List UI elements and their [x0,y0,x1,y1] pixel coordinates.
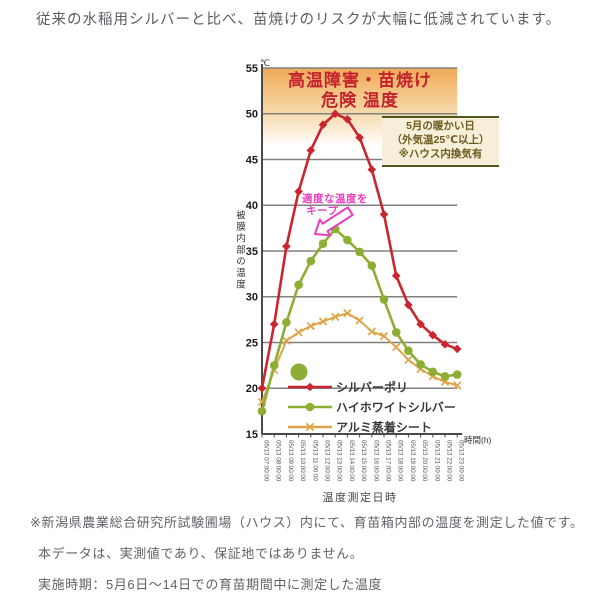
x-tick-label: 05/13 12:00:00 [324,440,331,482]
marker-circle [294,280,303,290]
x-tick-label: 05/13 09:00:00 [287,440,294,482]
marker-x [294,328,303,337]
green-dot [290,363,308,381]
x-tick-label: 05/13 21:00:00 [433,440,440,482]
x-axis-unit-label: 時間(h) [464,435,492,445]
x-tick-label: 05/13 11:00:00 [311,440,318,481]
marker-diamond [257,383,267,393]
y-tick-label: 50 [246,109,258,121]
x-tick-label: 05/13 19:00:00 [409,440,416,482]
y-tick-label: 20 [246,383,258,395]
marker-diamond [282,242,291,251]
x-tick-label: 05/13 13:00:00 [336,440,343,482]
marker-diamond [367,165,377,174]
marker-x [282,336,291,345]
condition-note-line1: 5月の暖かい日 [406,120,475,132]
footnote-line-1: ※新潟県農業総合研究所試験圃場（ハウス）内にて、育苗箱内部の温度を測定した値です… [30,515,584,530]
marker-circle [305,402,315,412]
footnote-line-3: 実施時期：5月6日～14日での育苗期間中に測定した温度 [38,577,383,592]
x-tick-label: 05/13 20:00:00 [421,440,428,482]
danger-zone-title: 高温障害・苗焼け 危険 温度 [264,71,456,111]
x-tick-label: 05/13 18:00:00 [397,440,404,482]
marker-circle [343,235,352,245]
marker-circle [440,372,450,381]
keep-annotation-line2: キープ [306,205,339,217]
marker-diamond [428,330,438,340]
condition-note-box: 5月の暖かい日 （外気温25℃以上） ※ハウス内換気有 [382,116,499,167]
y-tick-label: 35 [246,246,258,258]
x-tick-label: 05/13 07:00:00 [263,440,270,482]
footnote-line-2: 本データは、実測値であり、保証地ではありません。 [38,546,364,561]
marker-circle [355,247,364,257]
keep-annotation-line1: 適度な温度を [302,193,368,205]
marker-x [379,331,389,341]
marker-x [391,342,401,352]
marker-circle [391,328,401,337]
x-tick-label: 05/13 15:00:00 [360,440,367,482]
marker-circle [282,318,291,327]
marker-circle [416,360,425,369]
marker-circle [452,370,462,379]
keep-arrow-icon [314,206,354,237]
y-tick-label: 55 [246,63,258,75]
marker-diamond [391,271,401,281]
y-tick-label: 45 [246,154,258,166]
chart-canvas: 55 50 45 40 35 30 25 20 15 ℃ 05/13 07:00:00 05/13 0… [246,58,465,482]
marker-circle [269,361,279,370]
marker-x [404,355,413,365]
marker-diamond [452,344,462,354]
marker-circle [257,406,267,416]
x-tick-label: 05/13 17:00:00 [385,440,392,482]
marker-circle [379,295,389,304]
marker-diamond [440,340,450,349]
marker-diamond [306,146,316,155]
marker-circle [306,256,316,266]
marker-diamond [416,319,425,329]
marker-x [355,316,364,325]
y-tick-label: 15 [246,429,258,441]
marker-x [318,317,328,326]
y-axis-label: 被膜内部の温度 [234,210,245,291]
y-unit-label: ℃ [260,58,270,68]
marker-x [306,321,316,331]
marker-diamond [330,109,340,119]
marker-circle [428,367,438,377]
marker-x [367,327,377,336]
footnotes: ※新潟県農業総合研究所試験圃場（ハウス）内にて、育苗箱内部の温度を測定した値です… [30,512,592,605]
marker-circle [367,261,377,270]
x-tick-label: 05/13 23:00:00 [458,440,465,482]
condition-note-line3: ※ハウス内換気有 [398,147,483,160]
marker-diamond [379,210,389,219]
x-tick-label: 05/13 14:00:00 [348,440,355,482]
legend-item-label: シルバーポリ [336,380,408,395]
danger-title-line1: 高温障害・苗焼け [288,71,432,90]
legend-item-label: ハイホワイトシルバー [336,401,456,415]
marker-diamond [269,319,279,329]
marker-x [452,381,462,390]
danger-title-line2: 危険 温度 [321,91,399,111]
marker-diamond [318,120,328,130]
y-tick-label: 25 [246,337,258,349]
intro-text: 従来の水稲用シルバーと比べ、苗焼けのリスクが大幅に低減されています。 [36,12,562,28]
marker-x [330,312,340,322]
temperature-chart: 55 50 45 40 35 30 25 20 15 ℃ 05/13 07:00:00 05/13 0… [230,58,500,508]
marker-circle [404,346,413,356]
x-axis-title: 温度測定日時 [322,492,398,504]
legend-item-label: アルミ蒸着シート [336,420,432,435]
marker-x [343,309,352,318]
marker-circle [318,239,328,248]
marker-diamond [305,382,315,392]
marker-diamond [404,300,413,310]
marker-x [305,422,315,432]
x-tick-label: 05/13 16:00:00 [372,440,379,482]
y-tick-label: 30 [246,292,258,304]
x-tick-label: 05/13 10:00:00 [299,440,306,482]
marker-diamond [343,114,352,124]
x-tick-label: 05/13 22:00:00 [446,440,453,482]
condition-note-line2: （外気温25℃以上） [391,133,490,146]
x-tick-label: 05/13 08:00:00 [275,440,282,482]
y-tick-label: 40 [246,200,258,212]
